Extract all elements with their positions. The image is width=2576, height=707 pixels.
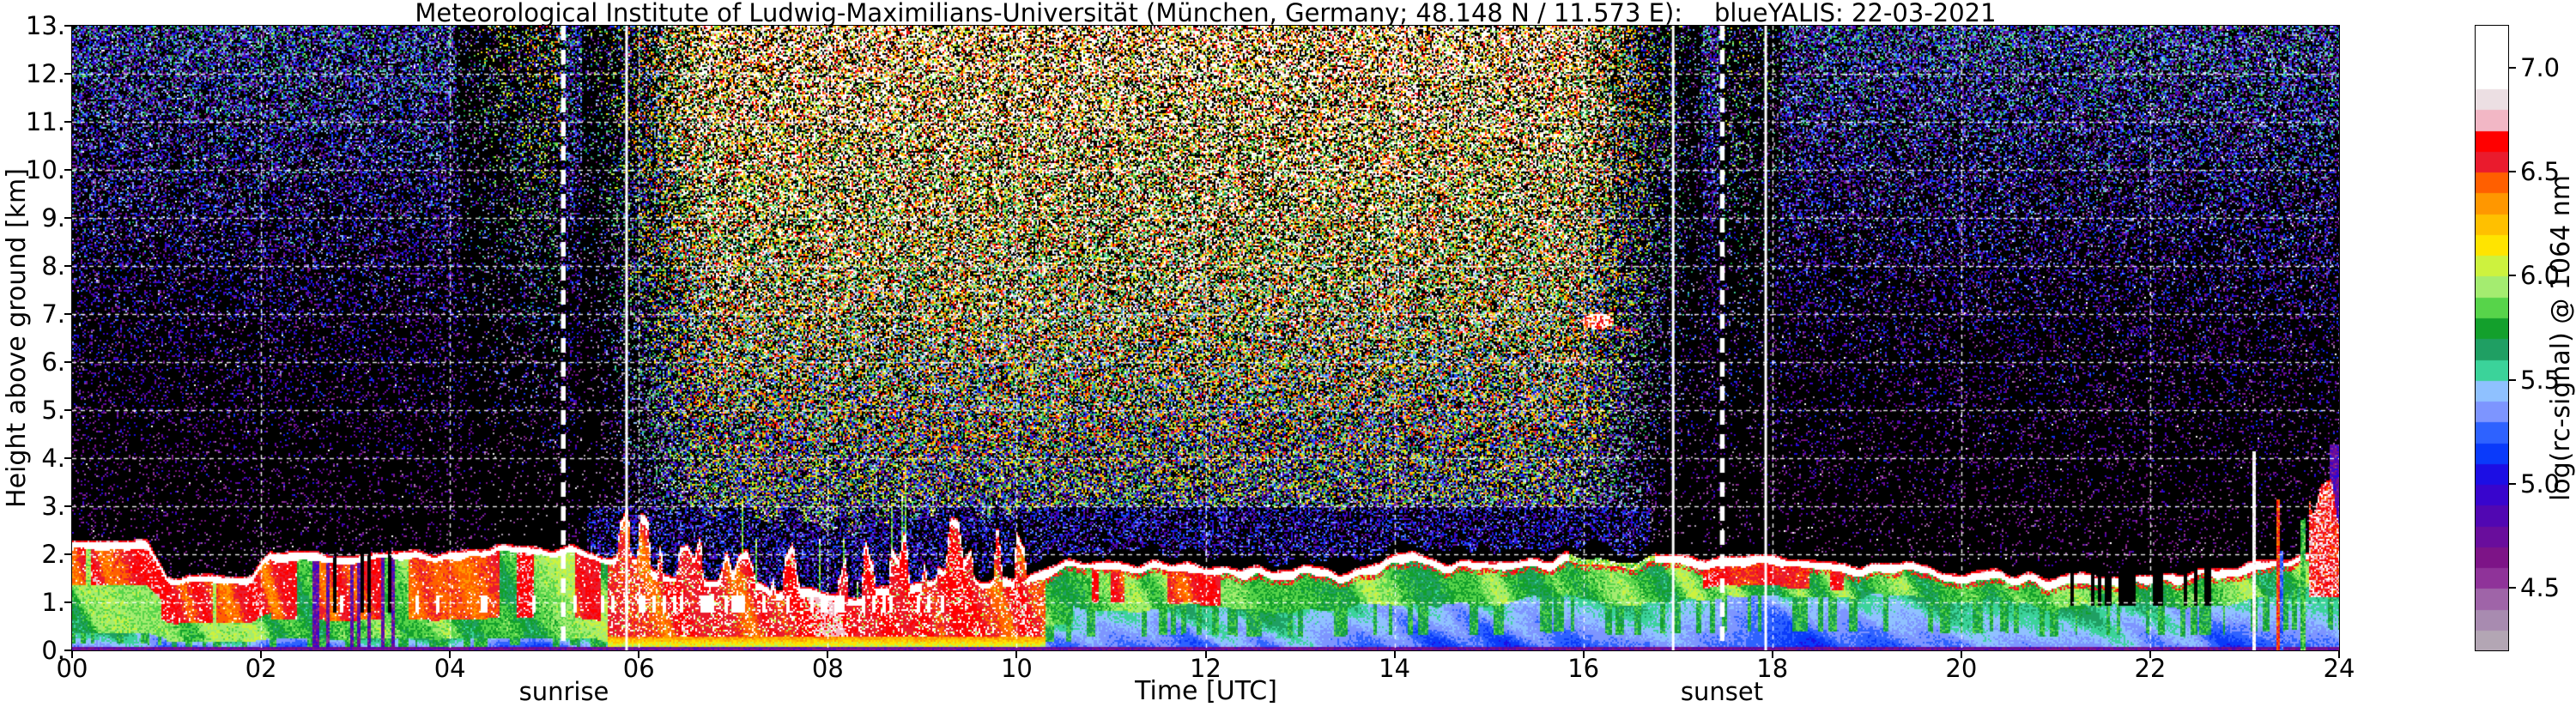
y-tick-mark bbox=[64, 73, 72, 75]
y-tick-label: 11. bbox=[25, 107, 65, 136]
colorbar-tick-label: 5.5 bbox=[2520, 365, 2561, 395]
y-tick-mark bbox=[64, 361, 72, 363]
x-tick-label: 24 bbox=[2323, 654, 2355, 683]
y-tick-label: 4. bbox=[41, 444, 65, 473]
y-tick-mark bbox=[64, 313, 72, 315]
y-tick-label: 10. bbox=[25, 155, 65, 184]
y-tick-mark bbox=[64, 25, 72, 27]
x-tick-label: 02 bbox=[245, 654, 277, 683]
x-tick-mark bbox=[1771, 651, 1773, 658]
colorbar-tick-mark bbox=[2509, 482, 2516, 485]
y-tick-label: 3. bbox=[41, 492, 65, 521]
y-tick-label: 12. bbox=[25, 59, 65, 88]
y-tick-label: 5. bbox=[41, 396, 65, 425]
x-tick-label: 18 bbox=[1756, 654, 1789, 683]
colorbar-tick-mark bbox=[2509, 275, 2516, 277]
y-tick-label: 13. bbox=[25, 11, 65, 40]
y-tick-label: 8. bbox=[41, 251, 65, 281]
x-tick-label: 20 bbox=[1945, 654, 1978, 683]
x-axis-label: Time [UTC] bbox=[1135, 676, 1277, 706]
x-tick-label: 06 bbox=[622, 654, 655, 683]
x-tick-label: 04 bbox=[433, 654, 466, 683]
x-tick-label: 08 bbox=[811, 654, 844, 683]
colorbar-tick-label: 5.0 bbox=[2520, 468, 2561, 499]
y-tick-mark bbox=[64, 265, 72, 267]
colorbar-label: log(rc-signal) @ 1064 nm bbox=[2546, 174, 2576, 502]
heatmap-canvas bbox=[72, 26, 2339, 650]
y-tick-label: 9. bbox=[41, 203, 65, 233]
x-tick-mark bbox=[260, 651, 263, 658]
y-tick-mark bbox=[64, 169, 72, 171]
x-tick-mark bbox=[2149, 651, 2151, 658]
x-tick-label: 14 bbox=[1379, 654, 1411, 683]
sunset-label: sunset bbox=[1680, 677, 1764, 706]
colorbar-tick-mark bbox=[2509, 170, 2516, 172]
x-tick-mark bbox=[827, 651, 829, 658]
colorbar-tick-label: 7.0 bbox=[2520, 52, 2561, 82]
colorbar-tick-label: 4.5 bbox=[2520, 573, 2561, 603]
y-tick-label: 6. bbox=[41, 347, 65, 377]
y-tick-mark bbox=[64, 121, 72, 123]
sunrise-label: sunrise bbox=[518, 677, 609, 706]
colorbar-tick-label: 6.0 bbox=[2520, 261, 2561, 291]
x-tick-mark bbox=[1393, 651, 1396, 658]
y-tick-label: 1. bbox=[41, 588, 65, 617]
y-tick-label: 7. bbox=[41, 299, 65, 329]
y-tick-label: 0. bbox=[41, 636, 65, 665]
x-tick-mark bbox=[1204, 651, 1207, 658]
colorbar-tick-mark bbox=[2509, 587, 2516, 589]
y-tick-mark bbox=[64, 409, 72, 411]
x-tick-label: 22 bbox=[2134, 654, 2167, 683]
x-tick-mark bbox=[638, 651, 640, 658]
colorbar-tick-mark bbox=[2509, 378, 2516, 381]
x-tick-mark bbox=[1582, 651, 1585, 658]
x-tick-label: 12 bbox=[1190, 654, 1221, 683]
y-tick-mark bbox=[64, 505, 72, 507]
x-tick-mark bbox=[1960, 651, 1962, 658]
y-tick-mark bbox=[64, 217, 72, 219]
y-tick-mark bbox=[64, 650, 72, 651]
chart-title: Meteorological Institute of Ludwig-Maxim… bbox=[415, 0, 1997, 27]
y-tick-mark bbox=[64, 601, 72, 603]
colorbar-tick-mark bbox=[2509, 66, 2516, 69]
x-tick-mark bbox=[449, 651, 452, 658]
x-tick-mark bbox=[71, 651, 73, 658]
x-tick-mark bbox=[1015, 651, 1018, 658]
colorbar-canvas bbox=[2476, 26, 2508, 650]
y-tick-mark bbox=[64, 457, 72, 459]
x-tick-label: 00 bbox=[56, 654, 88, 683]
colorbar-tick-label: 6.5 bbox=[2520, 156, 2561, 186]
y-tick-mark bbox=[64, 553, 72, 555]
y-tick-label: 2. bbox=[41, 540, 65, 569]
x-tick-label: 10 bbox=[1000, 654, 1033, 683]
x-tick-mark bbox=[2338, 651, 2340, 658]
x-tick-label: 16 bbox=[1567, 654, 1600, 683]
